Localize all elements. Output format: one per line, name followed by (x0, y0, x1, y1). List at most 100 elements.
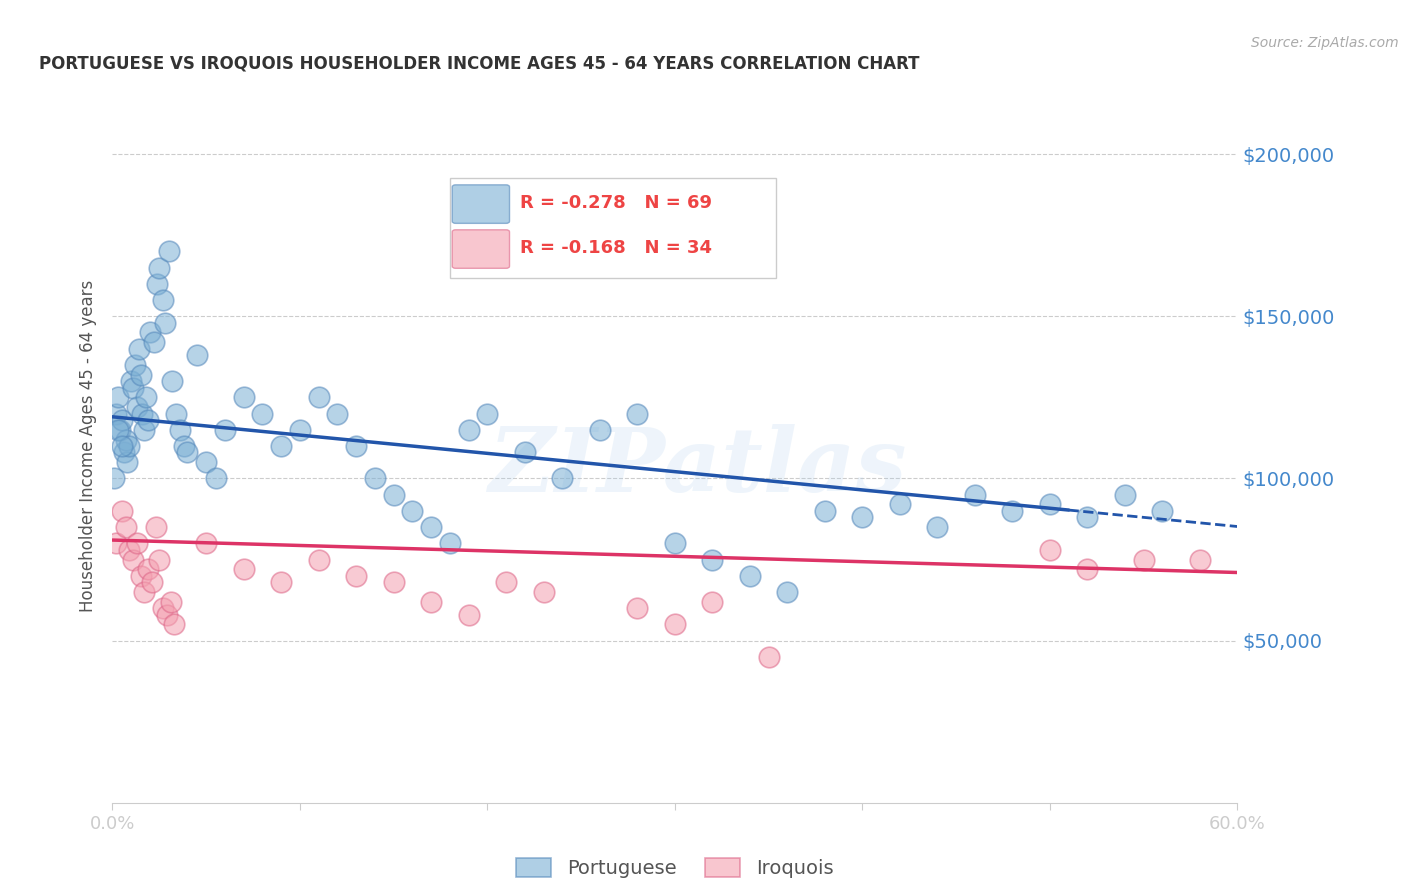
Point (457, 607, 479, 622)
Point (186, 348, 208, 362)
Point (1001, 504, 1024, 518)
Point (288, 423, 311, 437)
Point (963, 488, 986, 502)
Point (152, 601, 174, 615)
Point (195, 455, 218, 469)
Point (148, 552, 170, 566)
Text: ZIPatlas: ZIPatlas (489, 425, 905, 510)
Point (702, 552, 724, 566)
Point (420, 595, 443, 609)
Point (148, 260, 170, 275)
Point (1076, 510, 1098, 524)
Point (364, 471, 387, 485)
Text: PORTUGUESE VS IROQUOIS HOUSEHOLDER INCOME AGES 45 - 64 YEARS CORRELATION CHART: PORTUGUESE VS IROQUOIS HOUSEHOLDER INCOM… (39, 54, 920, 72)
Point (112, 445, 135, 459)
Point (142, 335, 165, 350)
Point (135, 390, 157, 404)
Point (439, 536, 461, 550)
Point (105, 407, 128, 421)
FancyBboxPatch shape (450, 178, 776, 278)
FancyBboxPatch shape (453, 230, 509, 268)
Point (533, 585, 555, 599)
Point (129, 568, 152, 582)
Point (344, 439, 367, 453)
Point (156, 607, 179, 622)
Point (814, 504, 837, 518)
Point (165, 407, 187, 421)
Point (134, 423, 156, 437)
Point (308, 390, 330, 404)
Point (118, 439, 141, 453)
Point (163, 617, 186, 632)
Point (457, 423, 479, 437)
Point (146, 277, 169, 291)
Point (145, 520, 167, 534)
Point (173, 439, 195, 453)
Point (664, 617, 686, 632)
Point (270, 575, 292, 590)
Point (232, 390, 254, 404)
Point (270, 439, 292, 453)
Point (214, 423, 236, 437)
Point (758, 649, 780, 664)
Point (927, 520, 949, 534)
Point (117, 455, 139, 469)
Point (477, 407, 499, 421)
Point (420, 520, 443, 534)
Point (1039, 497, 1062, 511)
Point (107, 390, 129, 404)
Point (128, 342, 150, 356)
Point (107, 423, 129, 437)
Point (162, 374, 184, 388)
Point (1152, 504, 1174, 518)
FancyBboxPatch shape (453, 185, 509, 223)
Point (344, 568, 367, 582)
Point (153, 316, 176, 330)
Point (114, 520, 136, 534)
Point (125, 536, 148, 550)
Point (122, 552, 145, 566)
Point (1076, 562, 1098, 576)
Point (105, 536, 128, 550)
Point (111, 413, 134, 427)
Point (129, 368, 152, 382)
Point (551, 471, 574, 485)
Point (589, 423, 612, 437)
Point (169, 423, 191, 437)
Point (664, 536, 686, 550)
Point (108, 423, 131, 437)
Point (122, 381, 145, 395)
Point (1039, 542, 1062, 557)
Point (176, 445, 198, 459)
Point (157, 244, 180, 259)
Point (252, 407, 274, 421)
Point (111, 504, 134, 518)
Legend: Portuguese, Iroquois: Portuguese, Iroquois (509, 850, 841, 886)
Point (103, 471, 125, 485)
Y-axis label: Householder Income Ages 45 - 64 years: Householder Income Ages 45 - 64 years (79, 280, 97, 612)
Point (776, 585, 799, 599)
Point (1132, 552, 1154, 566)
Point (159, 595, 181, 609)
Point (401, 504, 423, 518)
Point (141, 575, 163, 590)
Point (118, 542, 141, 557)
Point (114, 433, 136, 447)
Point (495, 575, 517, 590)
Point (136, 413, 159, 427)
Point (1114, 488, 1136, 502)
Point (702, 595, 724, 609)
Point (124, 358, 146, 372)
Point (1188, 552, 1211, 566)
Point (136, 562, 159, 576)
Point (626, 407, 648, 421)
Point (139, 326, 162, 340)
Point (513, 445, 536, 459)
Point (851, 510, 873, 524)
Point (152, 293, 174, 307)
Text: R = -0.168   N = 34: R = -0.168 N = 34 (520, 239, 711, 257)
Point (125, 400, 148, 414)
Text: R = -0.278   N = 69: R = -0.278 N = 69 (520, 194, 711, 212)
Point (308, 552, 330, 566)
Point (131, 407, 153, 421)
